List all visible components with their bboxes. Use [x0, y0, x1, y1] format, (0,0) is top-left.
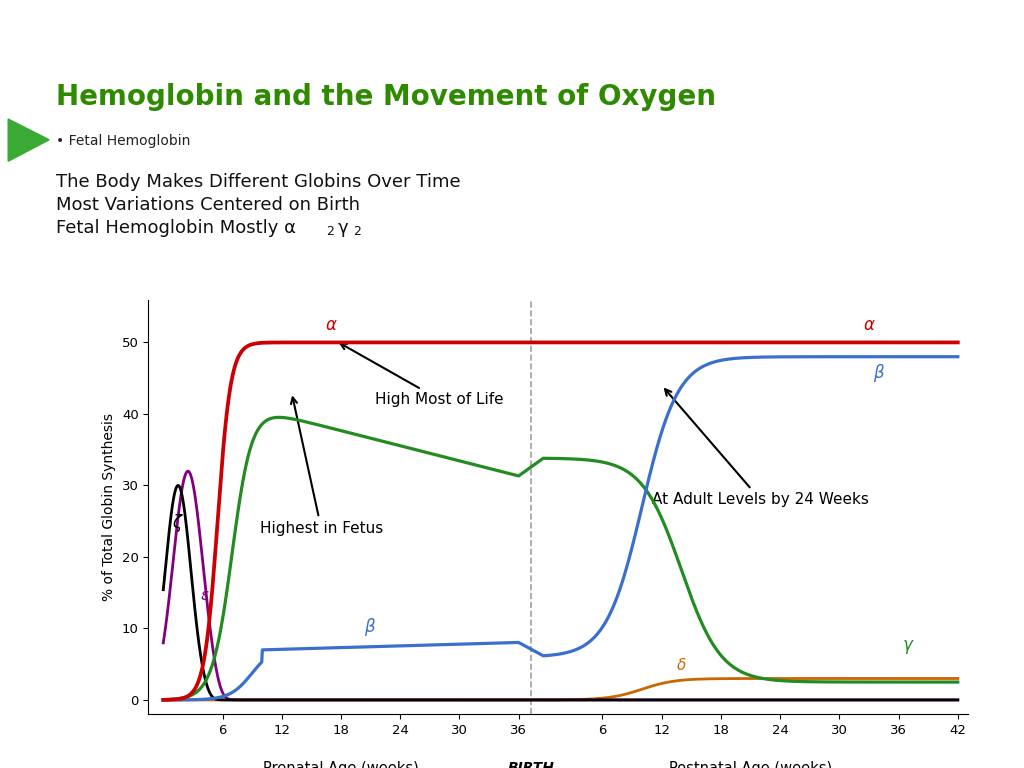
Text: Postnatal Age (weeks): Postnatal Age (weeks) [669, 761, 833, 768]
Text: Fetal Hemoglobin Mostly α: Fetal Hemoglobin Mostly α [56, 219, 296, 237]
Text: γ: γ [338, 219, 348, 237]
Text: BIRTH: BIRTH [508, 761, 554, 768]
Text: At Adult Levels by 24 Weeks: At Adult Levels by 24 Weeks [652, 389, 868, 507]
Text: Highest in Fetus: Highest in Fetus [259, 398, 383, 536]
Text: $\beta$: $\beta$ [872, 362, 885, 384]
Text: High Most of Life: High Most of Life [340, 343, 504, 407]
Text: Most Variations Centered on Birth: Most Variations Centered on Birth [56, 196, 360, 214]
Y-axis label: % of Total Globin Synthesis: % of Total Globin Synthesis [102, 413, 117, 601]
Text: Prenatal Age (weeks): Prenatal Age (weeks) [263, 761, 419, 768]
Text: $\zeta$: $\zeta$ [172, 512, 184, 535]
Text: The Body Makes Different Globins Over Time: The Body Makes Different Globins Over Ti… [56, 173, 461, 190]
Text: 2: 2 [326, 225, 334, 238]
Text: $\gamma$: $\gamma$ [902, 638, 914, 656]
Text: $\delta$: $\delta$ [676, 657, 687, 673]
Text: $\beta$: $\beta$ [365, 616, 377, 638]
Text: $\alpha$: $\alpha$ [325, 316, 338, 333]
Text: 2: 2 [353, 225, 361, 238]
Text: $\varepsilon$: $\varepsilon$ [200, 588, 210, 603]
Text: • Fetal Hemoglobin: • Fetal Hemoglobin [56, 134, 190, 148]
Text: Hemoglobin and the Movement of Oxygen: Hemoglobin and the Movement of Oxygen [56, 84, 717, 111]
Text: $\alpha$: $\alpha$ [862, 316, 876, 333]
